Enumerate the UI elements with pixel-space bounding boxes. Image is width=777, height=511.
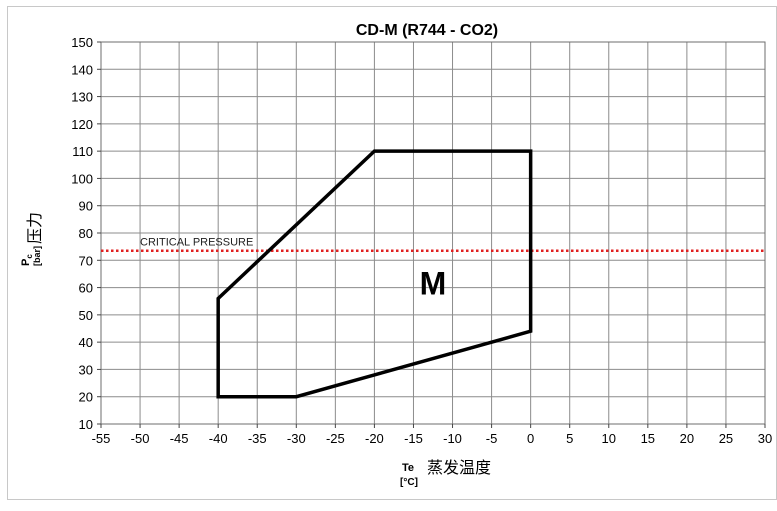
y-tick-label-13: 140 xyxy=(71,62,93,77)
x-tick-label-10: -5 xyxy=(486,431,498,446)
y-tick-label-5: 60 xyxy=(79,281,93,296)
x-tick-label-14: 15 xyxy=(641,431,655,446)
y-tick-label-7: 80 xyxy=(79,226,93,241)
x-tick-label-8: -15 xyxy=(404,431,423,446)
x-tick-label-17: 30 xyxy=(758,431,772,446)
y-tick-label-8: 90 xyxy=(79,199,93,214)
x-tick-label-4: -35 xyxy=(248,431,267,446)
x-axis-label-cn: 蒸发温度 xyxy=(427,459,491,477)
y-axis-label-main: P xyxy=(20,259,32,266)
x-tick-label-9: -10 xyxy=(443,431,462,446)
x-tick-label-1: -50 xyxy=(131,431,150,446)
x-tick-label-11: 0 xyxy=(527,431,534,446)
y-tick-label-1: 20 xyxy=(79,390,93,405)
y-tick-label-9: 100 xyxy=(71,171,93,186)
annotations: M xyxy=(420,265,447,301)
x-axis-label: Te xyxy=(402,462,414,474)
x-tick-label-2: -45 xyxy=(170,431,189,446)
y-tick-label-2: 30 xyxy=(79,362,93,377)
x-tick-label-16: 25 xyxy=(719,431,733,446)
y-tick-label-14: 150 xyxy=(71,35,93,50)
x-tick-label-7: -20 xyxy=(365,431,384,446)
x-tick-label-15: 20 xyxy=(680,431,694,446)
y-tick-label-4: 50 xyxy=(79,308,93,323)
y-axis-ticks: 10 20 30 40 50 60 70 80 90 100 110 120 130 140 150 xyxy=(71,35,101,432)
y-axis-label-cn: 压力 xyxy=(26,212,44,244)
region-label-0: M xyxy=(420,265,447,301)
chart-title: CD-M (R744 - CO2) xyxy=(356,22,498,39)
series-vertex-0-2 xyxy=(529,330,532,333)
x-tick-label-0: -55 xyxy=(92,431,111,446)
y-tick-label-12: 130 xyxy=(71,90,93,105)
x-tick-label-13: 10 xyxy=(602,431,616,446)
series-vertex-0-4 xyxy=(373,150,376,152)
y-tick-label-11: 120 xyxy=(71,117,93,132)
reference-line-label-0: CRITICAL PRESSURE xyxy=(140,237,253,249)
y-tick-label-6: 70 xyxy=(79,253,93,268)
series-vertex-0-6 xyxy=(217,395,219,398)
x-tick-label-3: -40 xyxy=(209,431,228,446)
series-vertex-0-5 xyxy=(217,297,219,300)
x-tick-label-5: -30 xyxy=(287,431,306,446)
series-vertex-0-3 xyxy=(529,150,532,152)
x-axis-ticks: -55 -50 -45 -40 -35 -30 -25 -20 -15 -10 -5 0 5 10 15 20… xyxy=(92,424,772,446)
y-tick-label-10: 110 xyxy=(72,144,93,159)
y-axis-label-subscript: c xyxy=(25,254,34,259)
x-tick-label-12: 5 xyxy=(566,431,573,446)
y-axis-label-group: Pc [bar] 压力 xyxy=(20,212,44,266)
y-axis-label: Pc xyxy=(20,254,34,266)
reference-lines: CRITICAL PRESSURE xyxy=(101,237,765,252)
y-tick-label-0: 10 xyxy=(79,417,93,432)
y-axis-unit: [bar] xyxy=(32,246,42,266)
series-layer xyxy=(216,149,533,399)
y-tick-label-3: 40 xyxy=(79,335,93,350)
x-axis-unit: [°C] xyxy=(400,477,418,488)
series-vertex-0-1 xyxy=(295,395,298,398)
x-tick-label-6: -25 xyxy=(326,431,345,446)
